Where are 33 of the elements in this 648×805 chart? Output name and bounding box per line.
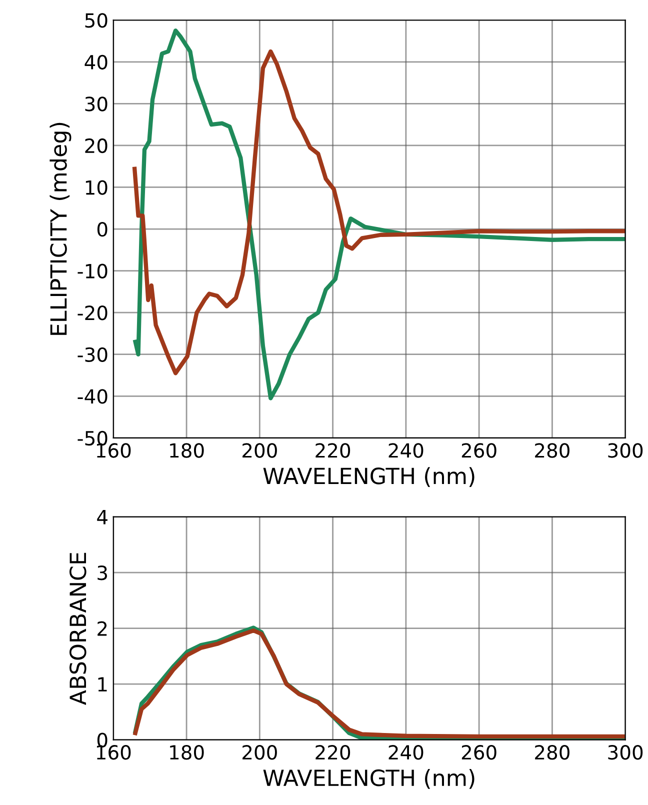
y-tick-label: 50	[85, 13, 108, 28]
x-tick-label: 280	[535, 443, 570, 458]
x-tick-label: 180	[170, 443, 204, 458]
x-tick-label: 300	[608, 745, 643, 760]
x-tick-label: 300	[608, 443, 643, 458]
x-tick-label: 220	[316, 443, 350, 458]
y-axis-title: ELLIPTICITY (mdeg)	[50, 122, 72, 335]
y-tick-label: 2	[98, 621, 107, 636]
y-tick-label: 10	[86, 180, 108, 195]
y-tick-label: 0	[97, 222, 108, 237]
y-tick-label: 40	[84, 54, 108, 70]
y-tick-label: 3	[98, 566, 107, 580]
y-tick-label: -40	[78, 389, 108, 404]
y-tick-label: -20	[78, 306, 108, 320]
y-tick-label: -30	[78, 347, 108, 362]
x-tick-label: 200	[242, 745, 277, 760]
x-tick-label: 200	[242, 443, 277, 458]
y-tick-label: 4	[97, 510, 108, 524]
x-tick-label: 260	[462, 745, 496, 760]
x-tick-label: 280	[535, 745, 570, 760]
x-tick-label: 240	[388, 745, 424, 760]
x-axis-title: WAVELENGTH (nm)	[263, 467, 474, 487]
x-tick-label: 240	[388, 443, 424, 458]
x-tick-label: 260	[462, 443, 496, 458]
y-tick-label: 1	[98, 677, 107, 692]
x-tick-label: 180	[170, 745, 204, 760]
y-tick-label: 30	[85, 96, 108, 112]
x-axis-title: WAVELENGTH (nm)	[263, 769, 474, 789]
y-tick-label: -10	[78, 264, 108, 278]
x-tick-label: 220	[316, 745, 350, 760]
y-tick-label: 20	[85, 138, 108, 154]
x-tick-label: 160	[96, 745, 131, 760]
y-axis-title: ABSORBANCE	[69, 552, 86, 705]
